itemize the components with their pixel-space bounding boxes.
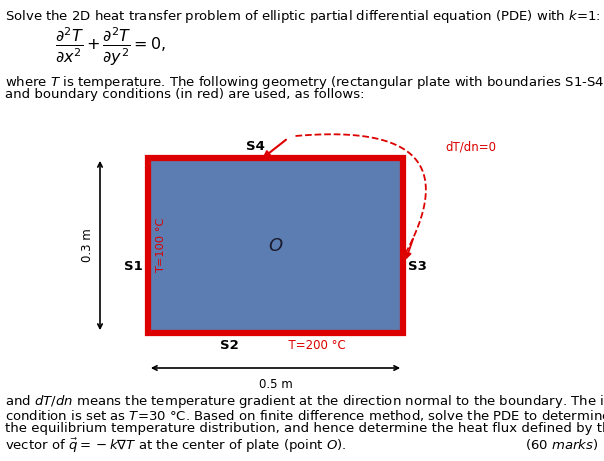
Text: and $dT/dn$ means the temperature gradient at the direction normal to the bounda: and $dT/dn$ means the temperature gradie… <box>5 393 604 410</box>
Text: S1: S1 <box>124 260 143 273</box>
Text: S4: S4 <box>246 140 265 153</box>
Text: 0.3 m: 0.3 m <box>81 229 94 262</box>
Text: T=100 °C: T=100 °C <box>156 218 166 273</box>
Text: where $T$ is temperature. The following geometry (rectangular plate with boundar: where $T$ is temperature. The following … <box>5 74 604 91</box>
Text: T=200 °C: T=200 °C <box>281 339 345 352</box>
Text: $\dfrac{\partial^2 T}{\partial x^2}+\dfrac{\partial^2 T}{\partial y^2}=0,$: $\dfrac{\partial^2 T}{\partial x^2}+\dfr… <box>55 26 166 68</box>
Text: dT/dn=0: dT/dn=0 <box>445 140 496 153</box>
Text: $(60\ \mathit{marks})$: $(60\ \mathit{marks})$ <box>525 437 598 451</box>
Text: condition is set as $T$=30 °C. Based on finite difference method, solve the PDE : condition is set as $T$=30 °C. Based on … <box>5 408 604 422</box>
Text: and boundary conditions (in red) are used, as follows:: and boundary conditions (in red) are use… <box>5 88 364 101</box>
Text: vector of $\vec{q}=-k\nabla T$ at the center of plate (point $O$).: vector of $\vec{q}=-k\nabla T$ at the ce… <box>5 437 347 455</box>
Text: S3: S3 <box>408 260 427 273</box>
Text: 0.5 m: 0.5 m <box>259 378 292 391</box>
Text: S2: S2 <box>220 339 239 352</box>
Bar <box>148 158 403 333</box>
Text: Solve the 2D heat transfer problem of elliptic partial differential equation (PD: Solve the 2D heat transfer problem of el… <box>5 8 600 25</box>
Text: $\mathit{O}$: $\mathit{O}$ <box>268 236 283 254</box>
Text: the equilibrium temperature distribution, and hence determine the heat flux defi: the equilibrium temperature distribution… <box>5 422 604 435</box>
